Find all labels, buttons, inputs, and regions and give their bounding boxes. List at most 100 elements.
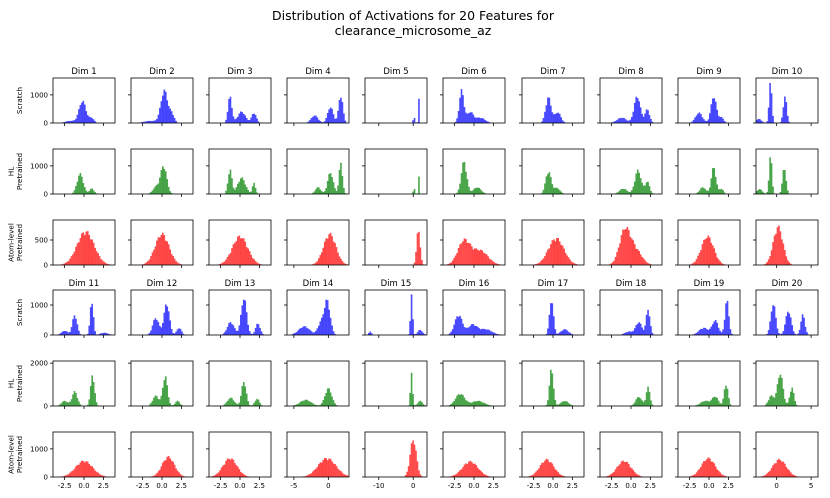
histogram-bar	[547, 328, 549, 335]
histogram-panel	[440, 148, 506, 197]
histogram-bar	[766, 473, 768, 477]
histogram-bar	[92, 119, 95, 123]
histogram-bar	[248, 251, 251, 265]
histogram-bar	[804, 326, 807, 335]
histogram-bar	[770, 93, 773, 123]
histogram-bar	[228, 174, 230, 194]
histogram-bar	[453, 257, 455, 265]
histogram-bar	[79, 172, 82, 194]
histogram-bar	[710, 242, 713, 265]
histogram-bar	[763, 475, 766, 477]
histogram-bar	[794, 400, 797, 406]
histogram-bar	[409, 454, 411, 477]
histogram-bar	[310, 402, 313, 406]
histogram-bar	[254, 260, 257, 265]
histogram-bar	[791, 325, 794, 335]
histogram-bar	[72, 192, 74, 194]
histogram-bar	[611, 472, 614, 477]
histogram-bar	[636, 397, 639, 406]
histogram-bar	[231, 248, 233, 265]
histogram-bar	[329, 173, 332, 194]
histogram-bar	[469, 460, 472, 477]
histogram-bar	[232, 187, 235, 194]
histogram-bar	[616, 192, 618, 194]
histogram-bar	[310, 117, 313, 123]
histogram-bar	[247, 324, 250, 335]
histogram-bar	[88, 116, 91, 123]
histogram-bar	[341, 261, 344, 265]
histogram-bar	[81, 102, 83, 123]
histogram-bar	[787, 260, 789, 265]
x-tick-label: -5	[290, 482, 297, 490]
histogram-panel: -2.5 0.0 2.5	[440, 431, 506, 490]
histogram-bar	[222, 465, 224, 477]
histogram-bar	[253, 332, 255, 335]
histogram-bar	[773, 235, 776, 265]
histogram-bar	[159, 325, 161, 335]
histogram-bar	[463, 106, 466, 123]
y-tick-label: 0	[44, 262, 48, 270]
histogram-bar	[550, 105, 552, 123]
histogram-bar	[778, 458, 780, 477]
histogram-bar	[82, 183, 85, 194]
histogram-bar	[648, 316, 651, 335]
histogram-bar	[697, 113, 699, 123]
histogram-bar	[70, 471, 73, 477]
histogram-bar	[97, 253, 99, 265]
histogram-bar	[170, 253, 173, 265]
histogram-bar	[561, 475, 564, 477]
panel-title: Dim 14	[303, 279, 334, 289]
histogram-bar	[245, 247, 248, 265]
histogram-bar	[623, 118, 626, 123]
histogram-bar	[620, 461, 623, 477]
histogram-bar	[779, 460, 782, 477]
histogram-bar	[709, 237, 711, 265]
histogram-bar	[231, 398, 233, 406]
histogram-bar	[709, 187, 711, 194]
histogram-bar	[788, 313, 791, 335]
histogram-bar	[157, 183, 160, 194]
histogram-bar	[162, 95, 164, 123]
histogram-bar	[631, 468, 633, 477]
histogram-bar	[241, 305, 244, 335]
histogram-bar	[69, 401, 71, 406]
histogram-bar	[334, 188, 336, 194]
histogram-bar	[644, 400, 646, 406]
histogram-bar	[479, 118, 482, 123]
histogram-bar	[254, 114, 257, 123]
histogram-bar	[332, 331, 335, 335]
histogram-bar	[157, 471, 160, 477]
histogram-bar	[554, 329, 557, 335]
histogram-bar	[162, 323, 164, 335]
histogram-bar	[145, 121, 148, 123]
histogram-bar	[241, 238, 244, 265]
histogram-bar	[456, 192, 458, 194]
histogram-bar	[707, 329, 710, 335]
histogram-bar	[723, 192, 726, 194]
histogram-bar	[639, 323, 642, 335]
histogram-bar	[647, 386, 649, 406]
histogram-bar	[316, 187, 319, 194]
histogram-bar	[169, 320, 172, 335]
histogram-bar	[784, 463, 786, 477]
histogram-bar	[457, 247, 460, 265]
histogram-bar	[554, 469, 557, 477]
histogram-bar	[164, 171, 167, 194]
histogram-bar	[309, 119, 311, 123]
histogram-bar	[409, 321, 411, 335]
histogram-bar	[776, 328, 779, 335]
histogram-bar	[326, 238, 329, 265]
histogram-bar	[787, 311, 789, 335]
histogram-bar	[88, 190, 91, 194]
histogram-bar	[104, 262, 107, 265]
histogram-bar	[459, 315, 461, 335]
histogram-bar	[648, 115, 651, 123]
histogram-bar	[639, 254, 642, 265]
histogram-bar	[247, 248, 250, 265]
histogram-bar	[713, 396, 716, 406]
histogram-bar	[421, 331, 423, 335]
histogram-bar	[642, 258, 645, 265]
panel-title: Dim 6	[461, 67, 486, 77]
histogram-bar	[332, 400, 335, 406]
